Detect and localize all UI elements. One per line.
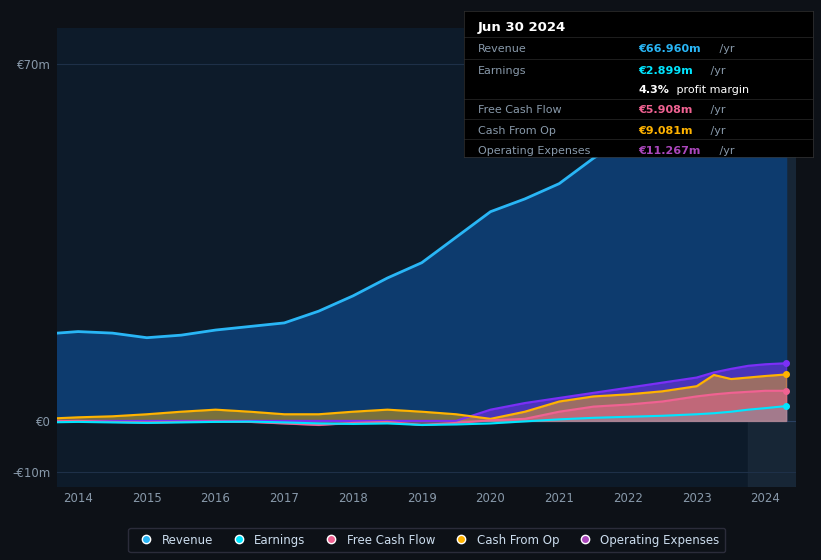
Text: €9.081m: €9.081m	[639, 125, 693, 136]
Text: Free Cash Flow: Free Cash Flow	[478, 105, 562, 115]
Text: €2.899m: €2.899m	[639, 66, 693, 76]
Text: Operating Expenses: Operating Expenses	[478, 146, 590, 156]
Text: 4.3%: 4.3%	[639, 85, 669, 95]
Legend: Revenue, Earnings, Free Cash Flow, Cash From Op, Operating Expenses: Revenue, Earnings, Free Cash Flow, Cash …	[128, 528, 726, 553]
Text: €66.960m: €66.960m	[639, 44, 701, 54]
Text: Cash From Op: Cash From Op	[478, 125, 556, 136]
Text: €5.908m: €5.908m	[639, 105, 693, 115]
Text: /yr: /yr	[707, 125, 725, 136]
Bar	[748, 28, 796, 487]
Text: profit margin: profit margin	[673, 85, 750, 95]
Text: €11.267m: €11.267m	[639, 146, 700, 156]
Text: /yr: /yr	[717, 146, 735, 156]
Text: Jun 30 2024: Jun 30 2024	[478, 21, 566, 34]
Text: /yr: /yr	[717, 44, 735, 54]
Text: /yr: /yr	[707, 105, 725, 115]
Text: Earnings: Earnings	[478, 66, 526, 76]
Text: Revenue: Revenue	[478, 44, 526, 54]
Text: /yr: /yr	[707, 66, 725, 76]
